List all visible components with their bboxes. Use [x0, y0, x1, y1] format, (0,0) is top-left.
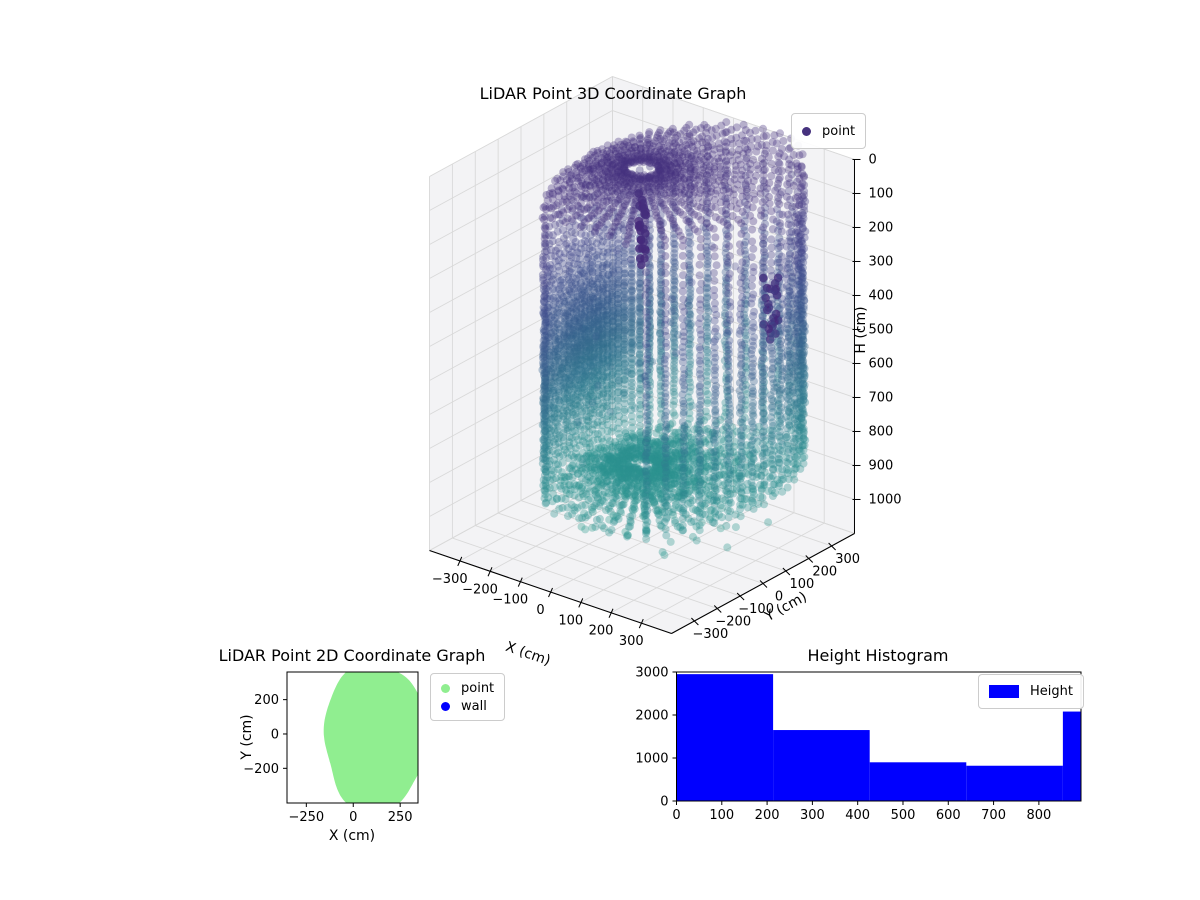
hist-bar [966, 765, 1063, 801]
hist-bar [676, 674, 774, 801]
hist-bar [773, 730, 870, 801]
plot2d-title: LiDAR Point 2D Coordinate Graph [218, 646, 486, 665]
hist-legend-item-height: Height [989, 684, 1073, 699]
svg-text:1000: 1000 [868, 492, 901, 507]
plot2d-xaxis-label: X (cm) [328, 828, 376, 844]
plot3d-points [538, 118, 810, 560]
plot2d-legend-label-wall: wall [461, 698, 487, 714]
svg-text:100: 100 [868, 186, 893, 201]
hist-bar [1062, 711, 1081, 801]
svg-text:0: 0 [868, 152, 876, 167]
plot2d-legend-label-point: point [461, 680, 495, 696]
svg-text:200: 200 [868, 220, 893, 235]
plot3d-area: 0 100 200 300 400 500 600 700 800 900 1000 −300−200… [428, 76, 902, 649]
wall-marker-icon [441, 701, 450, 711]
hist-bar [869, 762, 967, 801]
plot3d-legend-item-point: point [802, 124, 855, 139]
plot3d-haxis-label: H (cm) [853, 306, 869, 354]
point-marker-icon [802, 126, 811, 136]
svg-text:500: 500 [868, 322, 893, 337]
plot2d-point-region [323, 672, 418, 803]
plot3d-h-axis: 0 100 200 300 400 500 600 700 800 900 1000 [852, 152, 902, 534]
plot2d-legend: point wall [430, 673, 506, 721]
height-bar-swatch-icon [989, 685, 1019, 698]
svg-text:900: 900 [868, 458, 893, 473]
plot2d-yaxis-label: Y (cm) [239, 714, 255, 760]
hist-legend-label: Height [1030, 684, 1073, 699]
svg-text:400: 400 [868, 288, 893, 303]
svg-text:700: 700 [868, 390, 893, 405]
plot3d-title: LiDAR Point 3D Coordinate Graph [479, 84, 747, 103]
hist-legend: Height [978, 674, 1084, 709]
plot3d-legend-label: point [822, 123, 856, 139]
svg-text:800: 800 [868, 424, 893, 439]
svg-text:600: 600 [868, 356, 893, 371]
plot2d-legend-item-point: point [441, 681, 494, 696]
hist-title: Height Histogram [807, 646, 949, 665]
plot2d-legend-item-wall: wall [441, 699, 494, 714]
point-marker-icon [441, 683, 450, 693]
plot3d-legend: point [791, 113, 867, 149]
plot3d-grid [429, 76, 855, 634]
svg-text:300: 300 [868, 254, 893, 269]
